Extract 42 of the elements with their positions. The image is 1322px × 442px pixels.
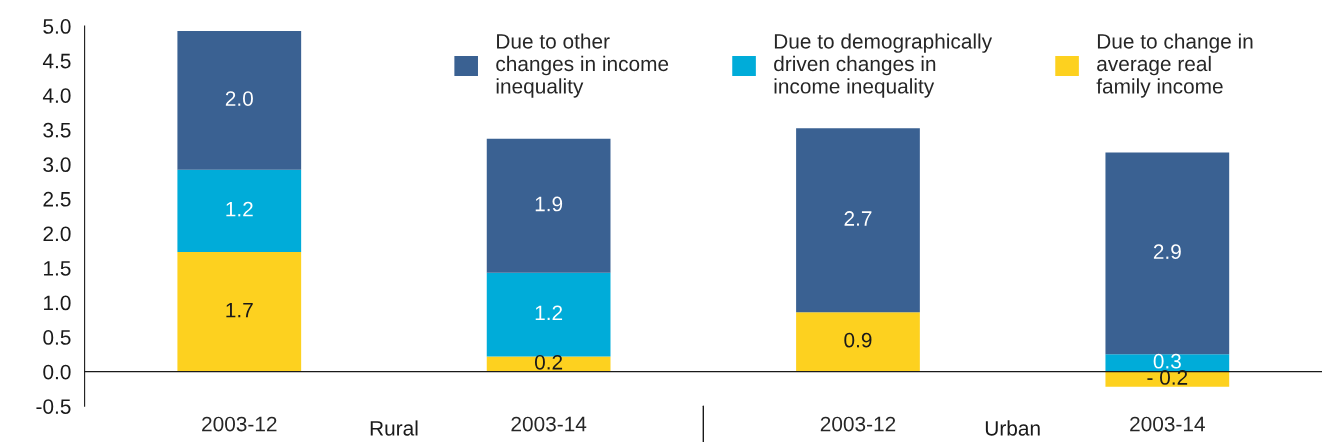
y-tick-label: 1.0 (44, 295, 71, 311)
bar (486, 272, 611, 357)
bar (1105, 371, 1230, 387)
y-tick-label: 4.5 (42, 53, 71, 69)
bar (796, 312, 920, 372)
y-tick-label: 2.0 (43, 226, 71, 242)
y-tick-label: 0.0 (43, 364, 71, 380)
data-label: 1.9 (535, 196, 563, 212)
y-tick-label: 2.5 (43, 191, 71, 207)
bar (1105, 152, 1230, 355)
bar (177, 252, 302, 372)
x-tick-label: 2003-14 (1130, 416, 1205, 432)
data-label: 0.3 (1153, 353, 1181, 369)
text: Urban (985, 420, 1040, 436)
x-tick-label: 2003-12 (820, 416, 896, 432)
y-tick-label: 0.5 (43, 330, 71, 345)
data-label: 0.9 (844, 332, 872, 348)
y-tick-label: 5.0 (43, 19, 71, 34)
data-label: 2.9 (1153, 244, 1181, 260)
x-tick-label: 2003-14 (511, 416, 587, 432)
data-label: 2.7 (844, 211, 872, 226)
x-tick-label: 2003-12 (202, 416, 277, 432)
legend-label: Due to other changes in income inequality (496, 33, 669, 98)
y-tick-label: 3.0 (43, 157, 71, 173)
y-tick-label: 1.5 (44, 261, 71, 276)
bar (177, 169, 302, 253)
legend-label: Due to demographically driven changes in income inequality (774, 33, 993, 98)
y-tick-label: -0.5 (36, 399, 71, 414)
data-label: 1.2 (226, 201, 253, 217)
data-label: 1.7 (226, 302, 253, 318)
legend-label: Due to change in average real family income (1096, 33, 1253, 98)
text: Rural (370, 420, 418, 436)
data-label: 1.2 (535, 305, 563, 321)
data-label: 0.2 (534, 354, 563, 370)
bar (1105, 354, 1230, 372)
data-label: 2.0 (225, 91, 253, 106)
bar (796, 128, 920, 313)
bar (177, 30, 302, 170)
bar (486, 356, 611, 372)
y-tick-label: 3.5 (43, 122, 71, 138)
y-tick-label: 4.0 (42, 88, 71, 103)
bar (486, 138, 611, 273)
